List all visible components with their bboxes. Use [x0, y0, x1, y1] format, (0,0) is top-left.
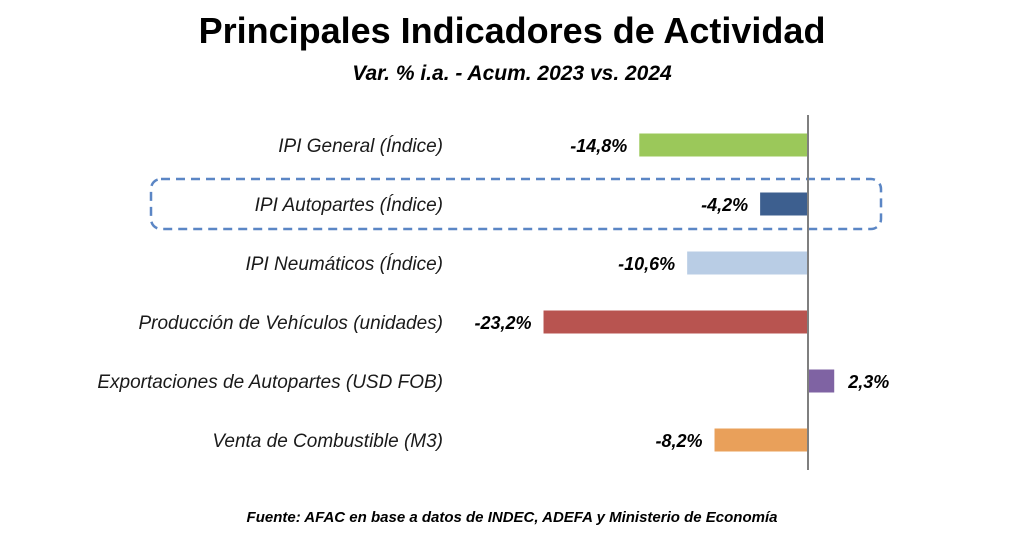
value-label: -8,2%	[655, 431, 702, 451]
bar	[808, 369, 835, 393]
bar	[639, 133, 808, 157]
category-label: Producción de Vehículos (unidades)	[138, 313, 443, 334]
category-label: IPI Neumáticos (Índice)	[246, 254, 443, 275]
value-label: 2,3%	[847, 372, 889, 392]
value-label: -14,8%	[570, 136, 627, 156]
bar	[714, 428, 808, 452]
category-label: Venta de Combustible (M3)	[212, 431, 443, 452]
value-label: -4,2%	[701, 195, 748, 215]
source-note: Fuente: AFAC en base a datos de INDEC, A…	[246, 509, 778, 526]
value-label: -10,6%	[618, 254, 675, 274]
bar	[687, 251, 808, 275]
category-label: Exportaciones de Autopartes (USD FOB)	[97, 372, 443, 393]
chart-title: Principales Indicadores de Actividad	[198, 10, 826, 51]
chart-subtitle: Var. % i.a. - Acum. 2023 vs. 2024	[352, 62, 672, 85]
category-label: IPI General (Índice)	[278, 136, 443, 157]
bar	[760, 192, 808, 216]
bar	[543, 310, 808, 334]
highlight-box	[149, 177, 883, 231]
value-label: -23,2%	[474, 313, 531, 333]
category-label: IPI Autopartes (Índice)	[255, 195, 443, 216]
